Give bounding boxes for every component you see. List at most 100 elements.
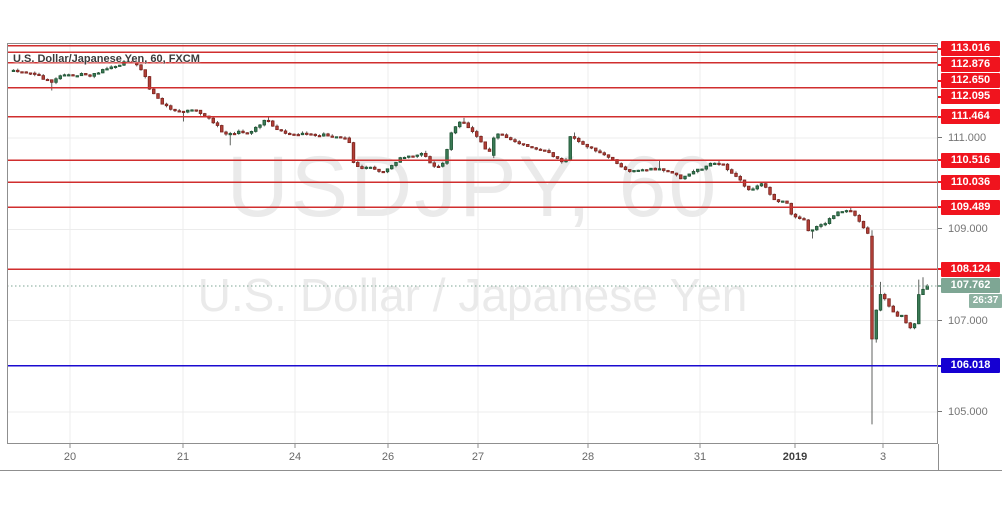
candle-body: [577, 137, 581, 142]
price-axis[interactable]: 111.000 109.000 107.000 105.000 113.016 112.8…: [938, 0, 1002, 470]
candle-body: [96, 72, 101, 75]
candle-body: [45, 78, 50, 82]
candle-body: [50, 79, 54, 83]
candle-body: [738, 176, 742, 181]
candle-body: [679, 174, 683, 180]
price-axis-tick: [938, 228, 942, 230]
price-level-label: 110.516: [941, 152, 1000, 168]
price-level-label: 108.124: [941, 261, 1000, 277]
plot-border: [7, 43, 938, 444]
candle-body: [781, 200, 785, 203]
candle-body: [262, 119, 266, 126]
candle-body: [517, 141, 521, 145]
candle-body: [785, 200, 789, 204]
candle-body: [173, 108, 177, 112]
price-axis-label: 111.000: [948, 131, 987, 144]
candle-body: [585, 143, 589, 148]
price-level-label: 112.095: [941, 89, 1000, 104]
candle-body: [407, 155, 411, 158]
time-axis-label: 27: [471, 451, 485, 463]
candle-body: [169, 105, 173, 110]
candle-body: [509, 137, 513, 141]
candle-body: [211, 117, 215, 124]
candle-body: [891, 305, 895, 313]
candle-body: [857, 214, 861, 222]
candle-body: [436, 165, 441, 168]
candle-body: [92, 73, 96, 77]
candle-body: [747, 185, 751, 191]
candle-body: [632, 170, 636, 173]
candle-body: [292, 133, 296, 136]
time-axis-label: 20: [63, 451, 77, 463]
candle-body: [462, 121, 466, 124]
candle-body: [917, 294, 921, 325]
time-axis-label: 21: [176, 451, 190, 463]
candle-body: [866, 227, 870, 234]
candle-body: [198, 109, 203, 114]
candle-body: [798, 216, 802, 219]
candle-body: [360, 166, 364, 169]
price-level-label-tick: [938, 47, 942, 50]
candle-body: [836, 211, 840, 217]
candle-body: [75, 75, 79, 78]
symbol-legend[interactable]: U.S. Dollar/Japanese Yen, 60, FXCM: [13, 53, 200, 65]
time-axis[interactable]: 20 21 24 26 27 28 31 2019 3: [0, 444, 1002, 470]
candle-body: [283, 130, 288, 134]
candle-body: [20, 71, 24, 74]
candle-body: [802, 218, 806, 221]
candle-body: [606, 154, 611, 158]
price-level-label: 112.876: [941, 57, 1000, 72]
candle-body: [538, 148, 543, 151]
candle-body: [411, 155, 415, 158]
candle-body: [419, 152, 424, 156]
candle-body: [279, 129, 283, 132]
candle-body: [815, 226, 819, 231]
candle-body: [653, 167, 657, 171]
candle-body: [900, 314, 904, 317]
candle-body: [683, 175, 687, 180]
candle-body: [122, 61, 126, 66]
candle-body: [772, 193, 776, 201]
candle-body: [402, 156, 407, 160]
candle-body: [823, 223, 827, 226]
candle-body: [713, 162, 717, 165]
candle-body: [432, 162, 436, 167]
price-level-label-tick: [938, 63, 942, 66]
candle-body: [623, 166, 628, 170]
candle-body: [479, 135, 483, 143]
candle-body: [109, 66, 113, 70]
candle-body: [203, 113, 207, 117]
candle-body: [904, 314, 908, 324]
price-axis-label: 105.000: [948, 406, 988, 419]
current-price-label: 107.762: [941, 278, 1000, 294]
candle-body: [249, 131, 254, 134]
candle-body: [160, 97, 164, 105]
candle-body: [526, 144, 530, 147]
candle-body: [377, 168, 381, 172]
candle-body: [381, 171, 385, 174]
candle-body: [458, 121, 462, 128]
price-level-label-tick: [938, 95, 942, 98]
candle-body: [424, 152, 428, 157]
candle-body: [751, 188, 755, 191]
candle-body: [500, 133, 504, 136]
candle-body: [870, 235, 874, 340]
time-axis-label: 3: [879, 451, 887, 463]
candle-body: [275, 125, 279, 131]
candle-body: [666, 170, 670, 173]
candle-body: [594, 147, 598, 152]
candle-body: [271, 120, 275, 127]
candle-body: [543, 149, 547, 152]
candle-body: [776, 199, 781, 203]
candle-body: [71, 74, 75, 77]
candle-body: [861, 220, 866, 229]
candle-body: [305, 132, 309, 135]
price-level-label: 111.464: [941, 109, 1000, 125]
candle-body: [245, 132, 249, 135]
candle-body: [394, 161, 398, 166]
candle-body: [118, 64, 122, 67]
candle-body: [147, 76, 152, 90]
candle-body: [840, 211, 844, 214]
